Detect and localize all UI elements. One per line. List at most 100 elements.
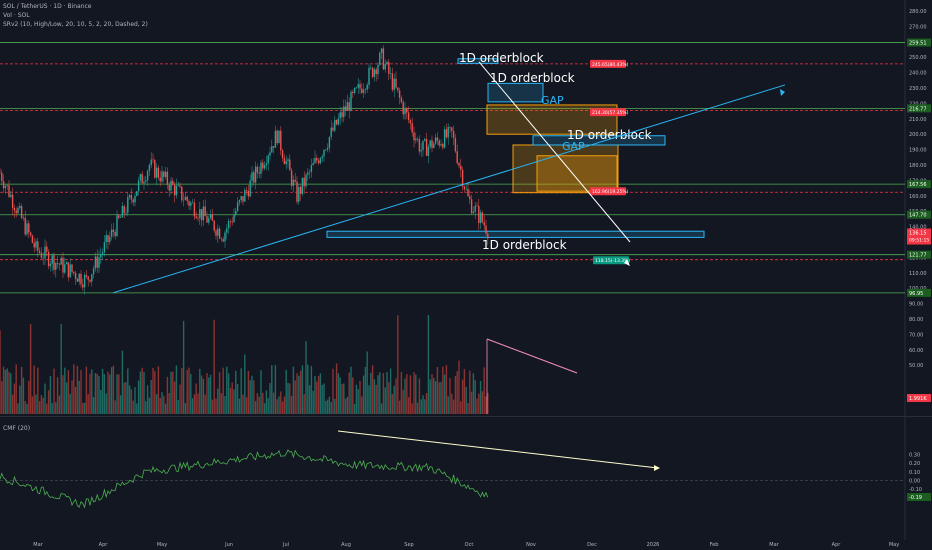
candle-body (2, 181, 5, 189)
candle-body (298, 187, 300, 202)
candle-body (397, 87, 399, 91)
volume-bar (341, 384, 343, 414)
candle-body (425, 139, 428, 156)
candle-body (101, 252, 104, 255)
volume-bar (155, 394, 158, 414)
candle-body (389, 73, 392, 74)
volume-bar (337, 373, 340, 414)
candle-body (436, 137, 439, 141)
volume-bar (64, 367, 66, 414)
candle-body (107, 235, 109, 243)
volume-bar (393, 385, 395, 414)
sr-price-label: 216.77 (909, 106, 927, 112)
candle-body (395, 78, 397, 88)
candle-body (74, 273, 77, 279)
candle-body (155, 167, 158, 178)
annotation-label: GAP (541, 94, 564, 107)
candle-body (418, 138, 421, 152)
candle-body (94, 256, 97, 269)
candle-body (278, 130, 280, 144)
volume-bar (481, 391, 484, 414)
volume-bar (244, 354, 246, 414)
candle-body (28, 223, 30, 233)
candle-body (145, 180, 147, 182)
candle-body (163, 171, 165, 177)
candle-body (254, 166, 257, 183)
cmf-tick-label: 0.20 (909, 461, 920, 467)
volume-bar (436, 366, 439, 414)
volume-bar (224, 396, 226, 414)
volume-bar (13, 383, 16, 414)
candle-body (321, 156, 323, 159)
volume-bar (402, 389, 404, 414)
volume-bar (163, 395, 165, 414)
candle-body (289, 159, 291, 171)
volume-bar (220, 393, 223, 414)
volume-bar (175, 365, 178, 414)
candle-body (456, 151, 458, 164)
volume-bar (323, 383, 325, 414)
candle-body (40, 252, 43, 258)
volume-bar (195, 383, 197, 414)
candle-body (76, 278, 79, 282)
volume-bar (226, 366, 228, 414)
volume-bar (274, 364, 277, 414)
candle-body (37, 241, 39, 251)
candle-body (89, 279, 91, 282)
volume-bar (445, 364, 448, 414)
target-price-tag (593, 256, 629, 265)
time-axis-label: Aug (341, 542, 351, 548)
volume-bar (260, 370, 262, 414)
candle-body (148, 165, 151, 172)
volume-bar (92, 397, 95, 414)
volume-bar (303, 394, 305, 414)
volume-bar (47, 390, 50, 414)
volume-bar (20, 366, 23, 414)
volume-bar (483, 367, 485, 414)
candle-body (208, 218, 210, 223)
candle-body (359, 84, 361, 89)
volume-bar (100, 389, 102, 414)
volume-bar (447, 396, 449, 414)
volume-bar (116, 374, 118, 414)
candle-body (334, 119, 336, 131)
candle-body (411, 123, 413, 133)
volume-bar (217, 388, 219, 414)
candle-body (168, 184, 170, 191)
volume-bar (229, 387, 232, 414)
volume-bar (69, 393, 71, 414)
candle-body (379, 52, 381, 65)
candle-body (206, 216, 208, 223)
volume-bar (215, 398, 217, 414)
sr-price-label: 121.77 (909, 253, 927, 259)
candle-body (233, 215, 235, 223)
candle-body (416, 138, 419, 140)
candle-body (197, 218, 199, 219)
candle-body (427, 146, 430, 156)
candle-body (215, 230, 217, 236)
volume-bar (386, 372, 388, 414)
volume-bar (11, 394, 14, 414)
volume-bar (479, 380, 482, 414)
annotation-label: 1D orderblock (567, 128, 652, 142)
volume-bar (159, 397, 161, 414)
time-axis-label: Apr (832, 542, 842, 548)
volume-bar (164, 403, 167, 414)
volume-bar (296, 373, 298, 414)
candle-body (87, 276, 89, 280)
candle-body (132, 199, 134, 203)
candle-body (253, 172, 255, 183)
candle-body (190, 202, 192, 206)
volume-bar (267, 398, 269, 414)
volume-bar (83, 402, 86, 414)
volume-bar (139, 371, 142, 414)
volume-bar (51, 403, 53, 414)
volume-bar (127, 368, 129, 414)
volume-bar (82, 402, 84, 414)
candle-body (323, 149, 325, 157)
time-axis-label: Oct (465, 542, 474, 548)
price-tick-label: 70.00 (909, 332, 923, 338)
target-price-label: 118.15(-13.3%) (595, 258, 630, 264)
volume-bar (136, 403, 138, 414)
